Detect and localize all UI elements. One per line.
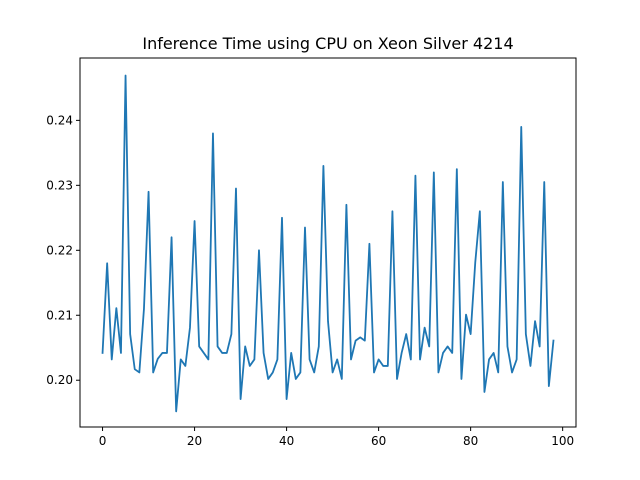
y-tick-label: 0.21 <box>46 308 73 322</box>
x-tick-label: 20 <box>187 434 202 448</box>
series-line <box>101 74 555 413</box>
y-tick-label: 0.20 <box>46 373 73 387</box>
x-tick-label: 60 <box>371 434 386 448</box>
x-tick-label: 100 <box>551 434 574 448</box>
chart-title: Inference Time using CPU on Xeon Silver … <box>142 34 513 53</box>
x-tick-label: 40 <box>279 434 294 448</box>
y-tick-label: 0.24 <box>46 113 73 127</box>
y-tick-label: 0.23 <box>46 178 73 192</box>
x-tick-label: 0 <box>99 434 107 448</box>
plot-frame <box>79 57 577 428</box>
y-tick-label: 0.22 <box>46 243 73 257</box>
x-tick-label: 80 <box>463 434 478 448</box>
